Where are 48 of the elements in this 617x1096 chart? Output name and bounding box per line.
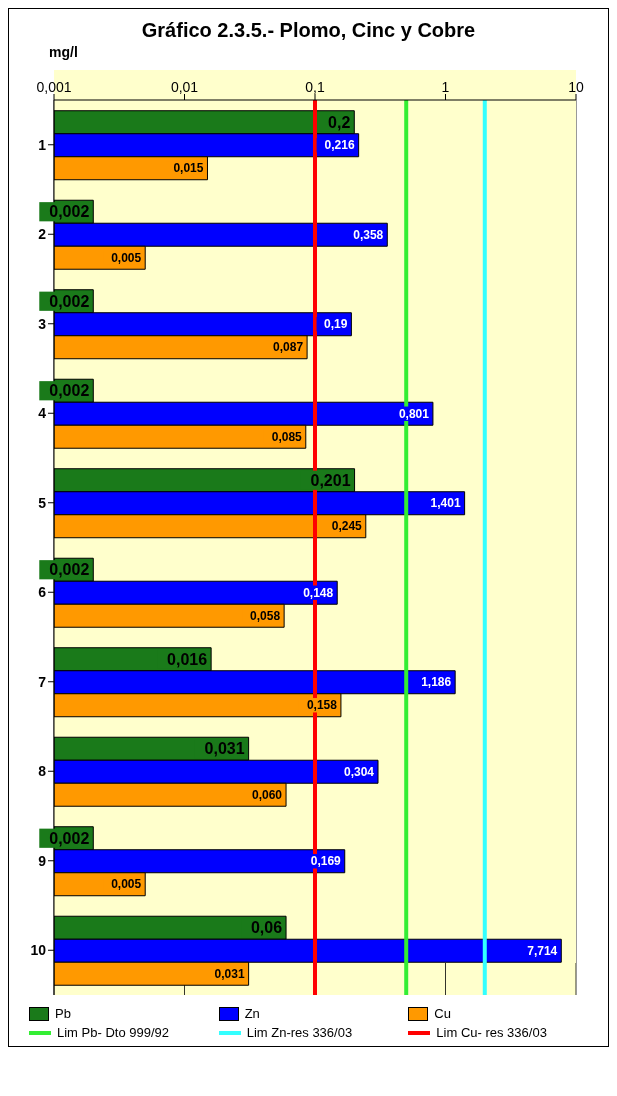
x-tick-label: 1 [441, 79, 450, 95]
y-tick-label: 4 [38, 405, 47, 422]
data-label: 0,015 [173, 161, 204, 176]
y-tick-label: 3 [38, 315, 47, 332]
y-tick-label: 8 [38, 763, 47, 780]
data-label: 0,2 [328, 113, 351, 131]
data-label: 0,005 [111, 877, 142, 892]
data-label: 0,201 [310, 471, 351, 489]
data-label: 0,216 [324, 138, 355, 153]
legend-label: Lim Pb- Dto 999/92 [57, 1025, 170, 1040]
x-tick-label: 0,001 [36, 79, 72, 95]
data-label: 0,016 [167, 650, 208, 668]
x-tick-label: 0,1 [305, 79, 325, 95]
data-label: 1,401 [430, 496, 461, 511]
y-tick-label: 1 [38, 136, 47, 153]
data-label: 0,169 [310, 854, 342, 869]
legend-label: Cu [434, 1006, 451, 1021]
y-tick-label: 2 [38, 226, 47, 243]
chart-title: Gráfico 2.3.5.- Plomo, Cinc y Cobre [140, 18, 477, 43]
x-tick-label: 0,01 [170, 79, 199, 95]
y-tick-label: 6 [38, 584, 47, 601]
data-label: 0,060 [252, 787, 283, 802]
x-tick-label: 10 [568, 79, 584, 95]
data-label: 0,245 [331, 519, 363, 534]
data-label: 1,186 [421, 675, 452, 690]
data-label: 0,058 [250, 608, 281, 623]
y-tick-label: 7 [38, 673, 47, 690]
y-tick-label: 5 [38, 494, 47, 511]
legend-label: Lim Zn-res 336/03 [246, 1025, 353, 1040]
y-tick-label: 10 [30, 942, 47, 959]
data-label: 0,031 [214, 966, 245, 981]
data-label: 7,714 [527, 943, 558, 958]
legend-label: Lim Cu- res 336/03 [436, 1025, 547, 1040]
data-label: 0,085 [271, 429, 303, 444]
data-label: 0,087 [273, 340, 304, 355]
data-label: 0,158 [306, 698, 338, 713]
data-label: 0,148 [303, 585, 334, 600]
data-label: 0,005 [111, 250, 142, 265]
data-label: 0,19 [324, 317, 348, 332]
legend-label: Zn [244, 1006, 260, 1021]
data-label: 0,031 [204, 740, 245, 758]
legend-label: Pb [55, 1006, 71, 1021]
data-label: 0,801 [398, 406, 430, 421]
data-label: 0,06 [250, 919, 283, 937]
data-label: 0,358 [353, 227, 384, 242]
y-tick-label: 9 [38, 852, 47, 869]
x-axis-title: mg/l [48, 44, 79, 60]
data-label: 0,304 [343, 764, 375, 779]
